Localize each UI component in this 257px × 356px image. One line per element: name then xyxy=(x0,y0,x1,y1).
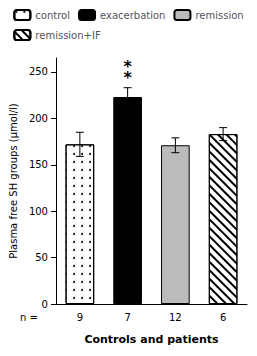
svg-text:6: 6 xyxy=(220,312,226,323)
svg-text:200: 200 xyxy=(29,113,48,124)
svg-text:Plasma free SH groups (μmol/l): Plasma free SH groups (μmol/l) xyxy=(8,103,19,259)
svg-text:0: 0 xyxy=(42,299,48,310)
svg-text:9: 9 xyxy=(77,312,83,323)
svg-text:*: * xyxy=(123,57,132,76)
svg-text:control: control xyxy=(35,10,70,21)
svg-text:250: 250 xyxy=(29,66,48,77)
svg-text:remission+IF: remission+IF xyxy=(35,30,101,41)
svg-text:7: 7 xyxy=(124,312,130,323)
svg-text:n =: n = xyxy=(20,312,38,323)
svg-text:100: 100 xyxy=(29,206,48,217)
svg-text:Controls and patients: Controls and patients xyxy=(84,333,219,346)
svg-text:50: 50 xyxy=(35,252,48,263)
svg-text:exacerbation: exacerbation xyxy=(100,10,165,21)
svg-text:12: 12 xyxy=(169,312,182,323)
svg-text:remission: remission xyxy=(195,10,243,21)
svg-text:150: 150 xyxy=(29,159,48,170)
